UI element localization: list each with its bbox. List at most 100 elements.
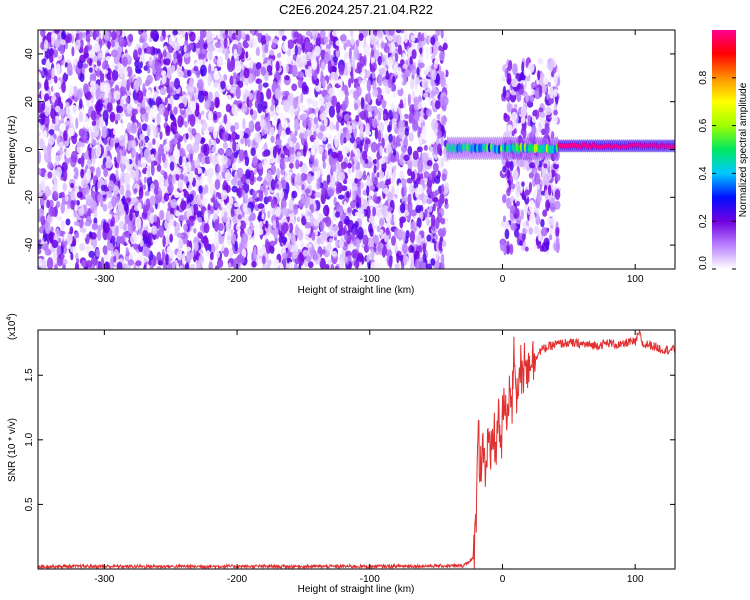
heatmap-cell — [276, 168, 281, 180]
heatmap-cell — [311, 231, 316, 241]
heatmap-cell — [245, 169, 251, 180]
heatmap-cell — [270, 135, 275, 144]
heatmap-cell — [553, 109, 558, 116]
heatmap-cell — [184, 246, 192, 252]
heatmap-cell — [339, 212, 346, 221]
heatmap-cell — [426, 187, 433, 195]
heatmap-cell — [224, 171, 232, 181]
heatmap-cell — [167, 262, 172, 269]
heatmap-cell — [287, 49, 292, 57]
heatmap-cell — [149, 212, 155, 224]
heatmap-cell — [331, 151, 338, 159]
heatmap-cell — [347, 62, 352, 73]
heatmap-cell — [140, 156, 147, 169]
heatmap-cell — [46, 31, 53, 43]
heatmap-cell — [541, 165, 545, 179]
heatmap-cell — [128, 33, 134, 43]
heatmap-cell — [403, 31, 409, 44]
heatmap-cell — [303, 144, 307, 157]
heatmap-cell — [38, 226, 45, 234]
heatmap-cell — [404, 134, 408, 146]
heatmap-cell — [112, 185, 120, 196]
heatmap-cell — [408, 132, 414, 142]
heatmap-cell — [234, 121, 240, 130]
heatmap-cell — [154, 61, 161, 71]
heatmap-cell — [321, 230, 328, 241]
heatmap-cell — [102, 203, 108, 212]
heatmap-cell — [428, 205, 433, 213]
heatmap-cell — [53, 179, 59, 190]
heatmap-cell — [192, 141, 200, 154]
heatmap-cell — [159, 87, 167, 96]
heatmap-cell — [76, 191, 83, 199]
heatmap-cell — [521, 61, 525, 73]
heatmap-cell — [139, 239, 144, 247]
heatmap-cell — [299, 127, 306, 134]
heatmap-cell — [285, 63, 289, 74]
heatmap-cell — [343, 113, 350, 122]
heatmap-cell — [44, 104, 50, 117]
heatmap-cell — [378, 262, 384, 269]
heatmap-cell — [185, 31, 189, 43]
heatmap-cell — [520, 209, 524, 220]
heatmap-cell — [258, 228, 264, 236]
heatmap-cell — [210, 183, 215, 191]
heatmap-cell — [410, 34, 416, 42]
heatmap-cell — [183, 52, 190, 59]
heatmap-cell — [499, 239, 506, 252]
heatmap-cell — [396, 75, 403, 85]
heatmap-cell — [548, 234, 553, 241]
heatmap-cell — [58, 141, 64, 149]
heatmap-cell — [265, 108, 269, 114]
heatmap-cell — [236, 167, 244, 179]
heatmap-cell — [418, 260, 426, 269]
spectrogram-marks — [38, 30, 675, 269]
heatmap-cell — [422, 242, 427, 254]
heatmap-cell — [335, 48, 340, 58]
heatmap-cell — [148, 56, 153, 66]
heatmap-cell — [366, 205, 371, 219]
heatmap-cell — [352, 90, 360, 100]
heatmap-cell — [301, 54, 308, 66]
heatmap-cell — [543, 163, 548, 169]
heatmap-cell — [410, 220, 417, 234]
heatmap-cell — [129, 208, 133, 222]
heatmap-region-3 — [501, 136, 560, 161]
heatmap-cell — [242, 118, 246, 130]
heatmap-cell — [354, 102, 359, 111]
heatmap-cell — [91, 120, 97, 127]
heatmap-cell — [319, 219, 325, 232]
heatmap-cell — [554, 188, 561, 200]
heatmap-cell — [319, 30, 326, 38]
heatmap-cell — [359, 56, 366, 67]
heatmap-cell — [520, 116, 526, 124]
heatmap-cell — [391, 92, 398, 98]
heatmap-cell — [336, 182, 343, 194]
heatmap-cell — [313, 212, 319, 221]
heatmap-cell — [269, 240, 276, 247]
heatmap-cell — [201, 156, 206, 165]
heatmap-cell — [225, 94, 232, 101]
heatmap-cell — [416, 217, 422, 229]
heatmap-cell — [199, 53, 206, 60]
heatmap-cell — [189, 113, 196, 125]
heatmap-cell — [250, 147, 256, 157]
heatmap-cell — [107, 40, 111, 50]
heatmap-cell — [302, 249, 309, 257]
heatmap-cell — [264, 44, 269, 54]
heatmap-cell — [380, 42, 385, 49]
heatmap-cell — [368, 223, 373, 234]
heatmap-cell — [355, 136, 361, 145]
heatmap-cell — [322, 204, 330, 217]
heatmap-cell — [255, 30, 259, 37]
heatmap-cell — [162, 49, 167, 58]
heatmap-cell — [541, 83, 547, 94]
heatmap-cell — [81, 178, 88, 189]
heatmap-cell — [541, 227, 548, 237]
heatmap-cell — [537, 57, 544, 65]
heatmap-cell — [403, 96, 407, 109]
heatmap-cell — [217, 47, 224, 53]
heatmap-cell — [321, 153, 326, 163]
heatmap-cell — [405, 230, 410, 239]
heatmap-cell — [550, 219, 554, 226]
